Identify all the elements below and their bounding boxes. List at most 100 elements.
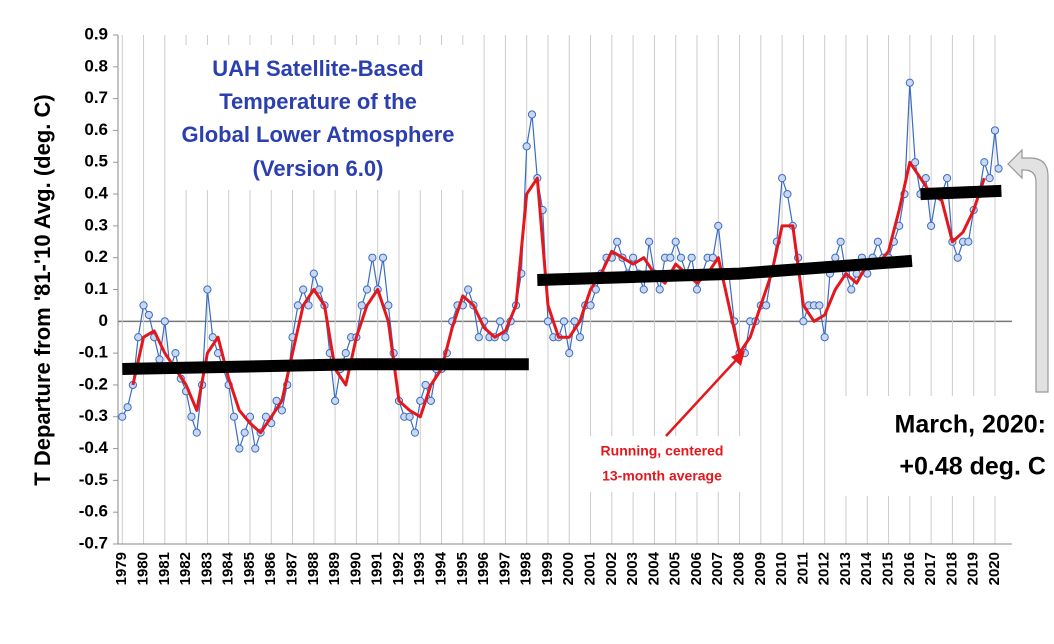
annotation-arrow <box>665 357 739 437</box>
x-tick-label: 1981 <box>156 552 173 585</box>
y-tick-label: 0 <box>99 311 108 330</box>
data-point <box>820 333 829 342</box>
data-point <box>676 253 686 262</box>
x-tick-label: 2015 <box>880 552 897 585</box>
x-tick-label: 2020 <box>986 552 1003 585</box>
data-point <box>501 333 510 342</box>
callout-arrow <box>1007 148 1049 393</box>
data-point <box>464 285 473 294</box>
data-point <box>783 189 792 199</box>
x-tick-label: 1989 <box>326 552 343 585</box>
x-tick-label: 1988 <box>305 552 322 585</box>
data-point <box>192 428 201 437</box>
data-point <box>134 333 143 342</box>
data-point <box>341 349 350 358</box>
data-point <box>293 301 302 310</box>
y-tick-label: -0.3 <box>79 406 108 425</box>
data-point <box>985 174 994 183</box>
series-line <box>122 184 1002 375</box>
x-tick-label: 1987 <box>284 552 301 585</box>
data-point <box>586 301 595 310</box>
x-tick-label: 1999 <box>539 552 556 585</box>
data-point <box>277 406 286 415</box>
data-point <box>565 349 574 358</box>
data-point <box>118 412 127 421</box>
y-tick-label: 0.1 <box>84 279 108 298</box>
x-tick-label: 2018 <box>943 552 960 585</box>
data-point <box>527 110 537 119</box>
x-tick-label: 2006 <box>688 552 705 585</box>
y-tick-label: -0.1 <box>79 343 108 362</box>
data-point <box>692 285 702 294</box>
data-point <box>905 78 914 87</box>
data-point <box>762 301 771 310</box>
data-point <box>474 333 483 342</box>
y-tick-label: -0.4 <box>79 438 109 457</box>
data-point <box>155 355 164 364</box>
x-tick-label: 2011 <box>794 552 811 585</box>
chart-title: (Version 6.0) <box>253 156 384 181</box>
data-point <box>331 396 340 405</box>
chart-title: UAH Satellite-Based <box>212 56 424 81</box>
x-tick-label: 1993 <box>411 552 428 585</box>
data-point <box>203 285 212 294</box>
title-box <box>168 45 473 190</box>
plot <box>118 78 1003 453</box>
data-point <box>629 253 638 262</box>
data-point <box>799 317 808 326</box>
x-tick-label: 2007 <box>709 552 726 585</box>
chart-title: Global Lower Atmosphere <box>181 122 454 147</box>
chart-title: Temperature of the <box>219 89 417 114</box>
x-tick-label: 1992 <box>390 552 407 585</box>
data-point <box>123 403 132 412</box>
x-tick-label: 2005 <box>667 552 684 585</box>
x-tick-label: 1982 <box>177 552 194 585</box>
data-point <box>687 253 696 262</box>
data-point <box>990 126 1000 135</box>
data-point <box>160 317 169 326</box>
y-tick-label: 0.9 <box>84 24 108 43</box>
x-tick-label: 1994 <box>433 551 450 585</box>
x-tick-label: 1980 <box>135 552 152 585</box>
x-tick-label: 2003 <box>624 552 641 585</box>
data-point <box>964 237 973 246</box>
y-tick-label: 0.3 <box>84 215 108 234</box>
data-point <box>405 412 414 421</box>
x-tick-label: 2002 <box>603 552 620 585</box>
data-point <box>655 285 664 294</box>
x-tick-label: 2016 <box>901 552 918 585</box>
data-point <box>613 237 622 246</box>
x-tick-label: 2000 <box>560 552 577 585</box>
annotation-arrowhead <box>731 350 745 366</box>
y-tick-label: 0.6 <box>84 120 108 139</box>
x-tick-label: 1990 <box>347 552 364 585</box>
x-tick-label: 1991 <box>369 552 386 585</box>
data-point <box>644 237 654 246</box>
y-axis-label: T Departure from '81-'10 Avg. (deg. C) <box>30 94 55 485</box>
data-point <box>714 221 723 230</box>
x-tick-label: 1996 <box>475 552 492 585</box>
annotation: Running, centered <box>601 443 724 459</box>
y-tick-label: -0.6 <box>79 502 108 521</box>
callout-box <box>836 396 1054 496</box>
data-point <box>927 221 936 230</box>
y-tick-label: -0.7 <box>79 533 108 552</box>
data-point <box>559 317 569 326</box>
data-point <box>836 237 845 246</box>
data-point <box>815 301 824 310</box>
data-point <box>575 333 585 342</box>
annotation: +0.48 deg. C <box>899 453 1046 481</box>
data-point <box>240 428 249 437</box>
x-tick-label: 1995 <box>454 552 471 585</box>
y-tick-label: 0.4 <box>84 184 108 203</box>
data-point <box>831 253 840 262</box>
data-point <box>778 174 787 183</box>
data-point <box>299 285 308 294</box>
data-point <box>543 317 553 326</box>
data-point <box>671 237 680 246</box>
data-point <box>522 142 531 151</box>
x-tick-label: 2001 <box>582 552 599 585</box>
x-tick-label: 2013 <box>837 552 854 585</box>
series-line <box>131 160 986 435</box>
data-point <box>362 285 372 294</box>
